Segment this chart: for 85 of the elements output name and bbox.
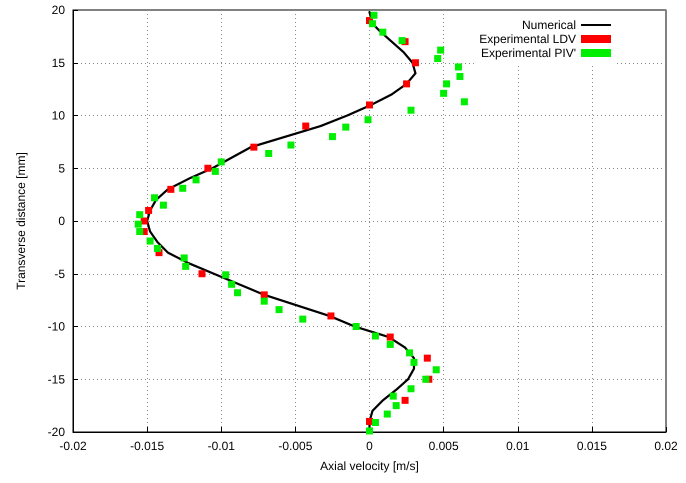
point (136, 228, 144, 236)
legend-label: Experimental LDV (479, 32, 576, 46)
point (364, 116, 372, 124)
point (265, 150, 272, 157)
point (437, 46, 444, 54)
x-tick-label: -0.005 (278, 439, 313, 453)
y-axis-title: Transverse distance [mm] (14, 152, 28, 290)
point (443, 80, 450, 88)
point (327, 312, 334, 320)
point (424, 354, 431, 362)
x-tick-label: 0 (366, 439, 374, 453)
point (440, 90, 448, 97)
x-tick-label: -0.01 (208, 439, 236, 453)
point (390, 392, 397, 400)
point (386, 334, 394, 341)
point (402, 396, 409, 404)
point (408, 106, 415, 114)
point (212, 168, 219, 175)
point (234, 289, 242, 296)
legend-label: Numerical (522, 18, 576, 32)
point (398, 37, 406, 44)
x-tick-label: -0.015 (130, 439, 164, 453)
point (379, 28, 386, 36)
point (408, 385, 415, 392)
point (368, 20, 376, 28)
point (422, 376, 430, 383)
point (154, 244, 162, 252)
point (352, 323, 360, 330)
y-tick-label: -15 (48, 372, 66, 386)
x-tick-label: 0.015 (576, 439, 608, 453)
point (403, 80, 410, 88)
point (392, 402, 400, 410)
point (134, 220, 142, 228)
x-tick-label: 0.02 (654, 439, 678, 453)
point (198, 270, 206, 278)
y-tick-label: -5 (54, 266, 66, 281)
point (386, 340, 394, 348)
point (372, 332, 379, 340)
point (366, 427, 373, 434)
point (179, 184, 186, 192)
point (302, 122, 310, 130)
y-tick-label: 10 (52, 108, 66, 122)
y-tick-label: 0 (58, 214, 66, 228)
point (384, 410, 391, 418)
point (460, 98, 468, 106)
point (192, 176, 200, 184)
point (180, 254, 188, 262)
x-tick-label: 0.01 (506, 439, 530, 453)
x-axis-title: Axial velocity [m/s] (320, 459, 419, 473)
y-tick-label: 5 (58, 161, 66, 176)
point (146, 238, 154, 245)
point (260, 298, 268, 305)
point (342, 124, 350, 131)
point (228, 280, 236, 288)
point (328, 133, 336, 140)
point (434, 55, 442, 62)
point (204, 164, 212, 172)
point (222, 271, 230, 278)
point (366, 101, 373, 108)
point (287, 142, 294, 149)
point (167, 186, 174, 193)
x-tick-label: 0.005 (428, 439, 459, 453)
point (406, 349, 414, 356)
point (182, 262, 190, 270)
point (276, 306, 283, 314)
y-tick-label: 20 (52, 3, 66, 17)
point (410, 358, 418, 366)
x-tick-label: -0.02 (59, 439, 87, 453)
point (145, 206, 152, 214)
point (250, 144, 258, 151)
y-tick-label: -20 (48, 425, 66, 439)
point (454, 63, 462, 70)
point (370, 12, 378, 19)
point (160, 202, 167, 209)
point (218, 158, 225, 166)
y-tick-label: -10 (48, 320, 66, 334)
point (299, 316, 306, 323)
point (136, 211, 144, 218)
y-tick-label: 15 (52, 56, 66, 70)
point (412, 59, 419, 66)
point (372, 419, 379, 426)
point (151, 194, 158, 202)
point (456, 72, 464, 80)
legend-label: Experimental PIV' (481, 46, 576, 60)
point (432, 366, 440, 374)
